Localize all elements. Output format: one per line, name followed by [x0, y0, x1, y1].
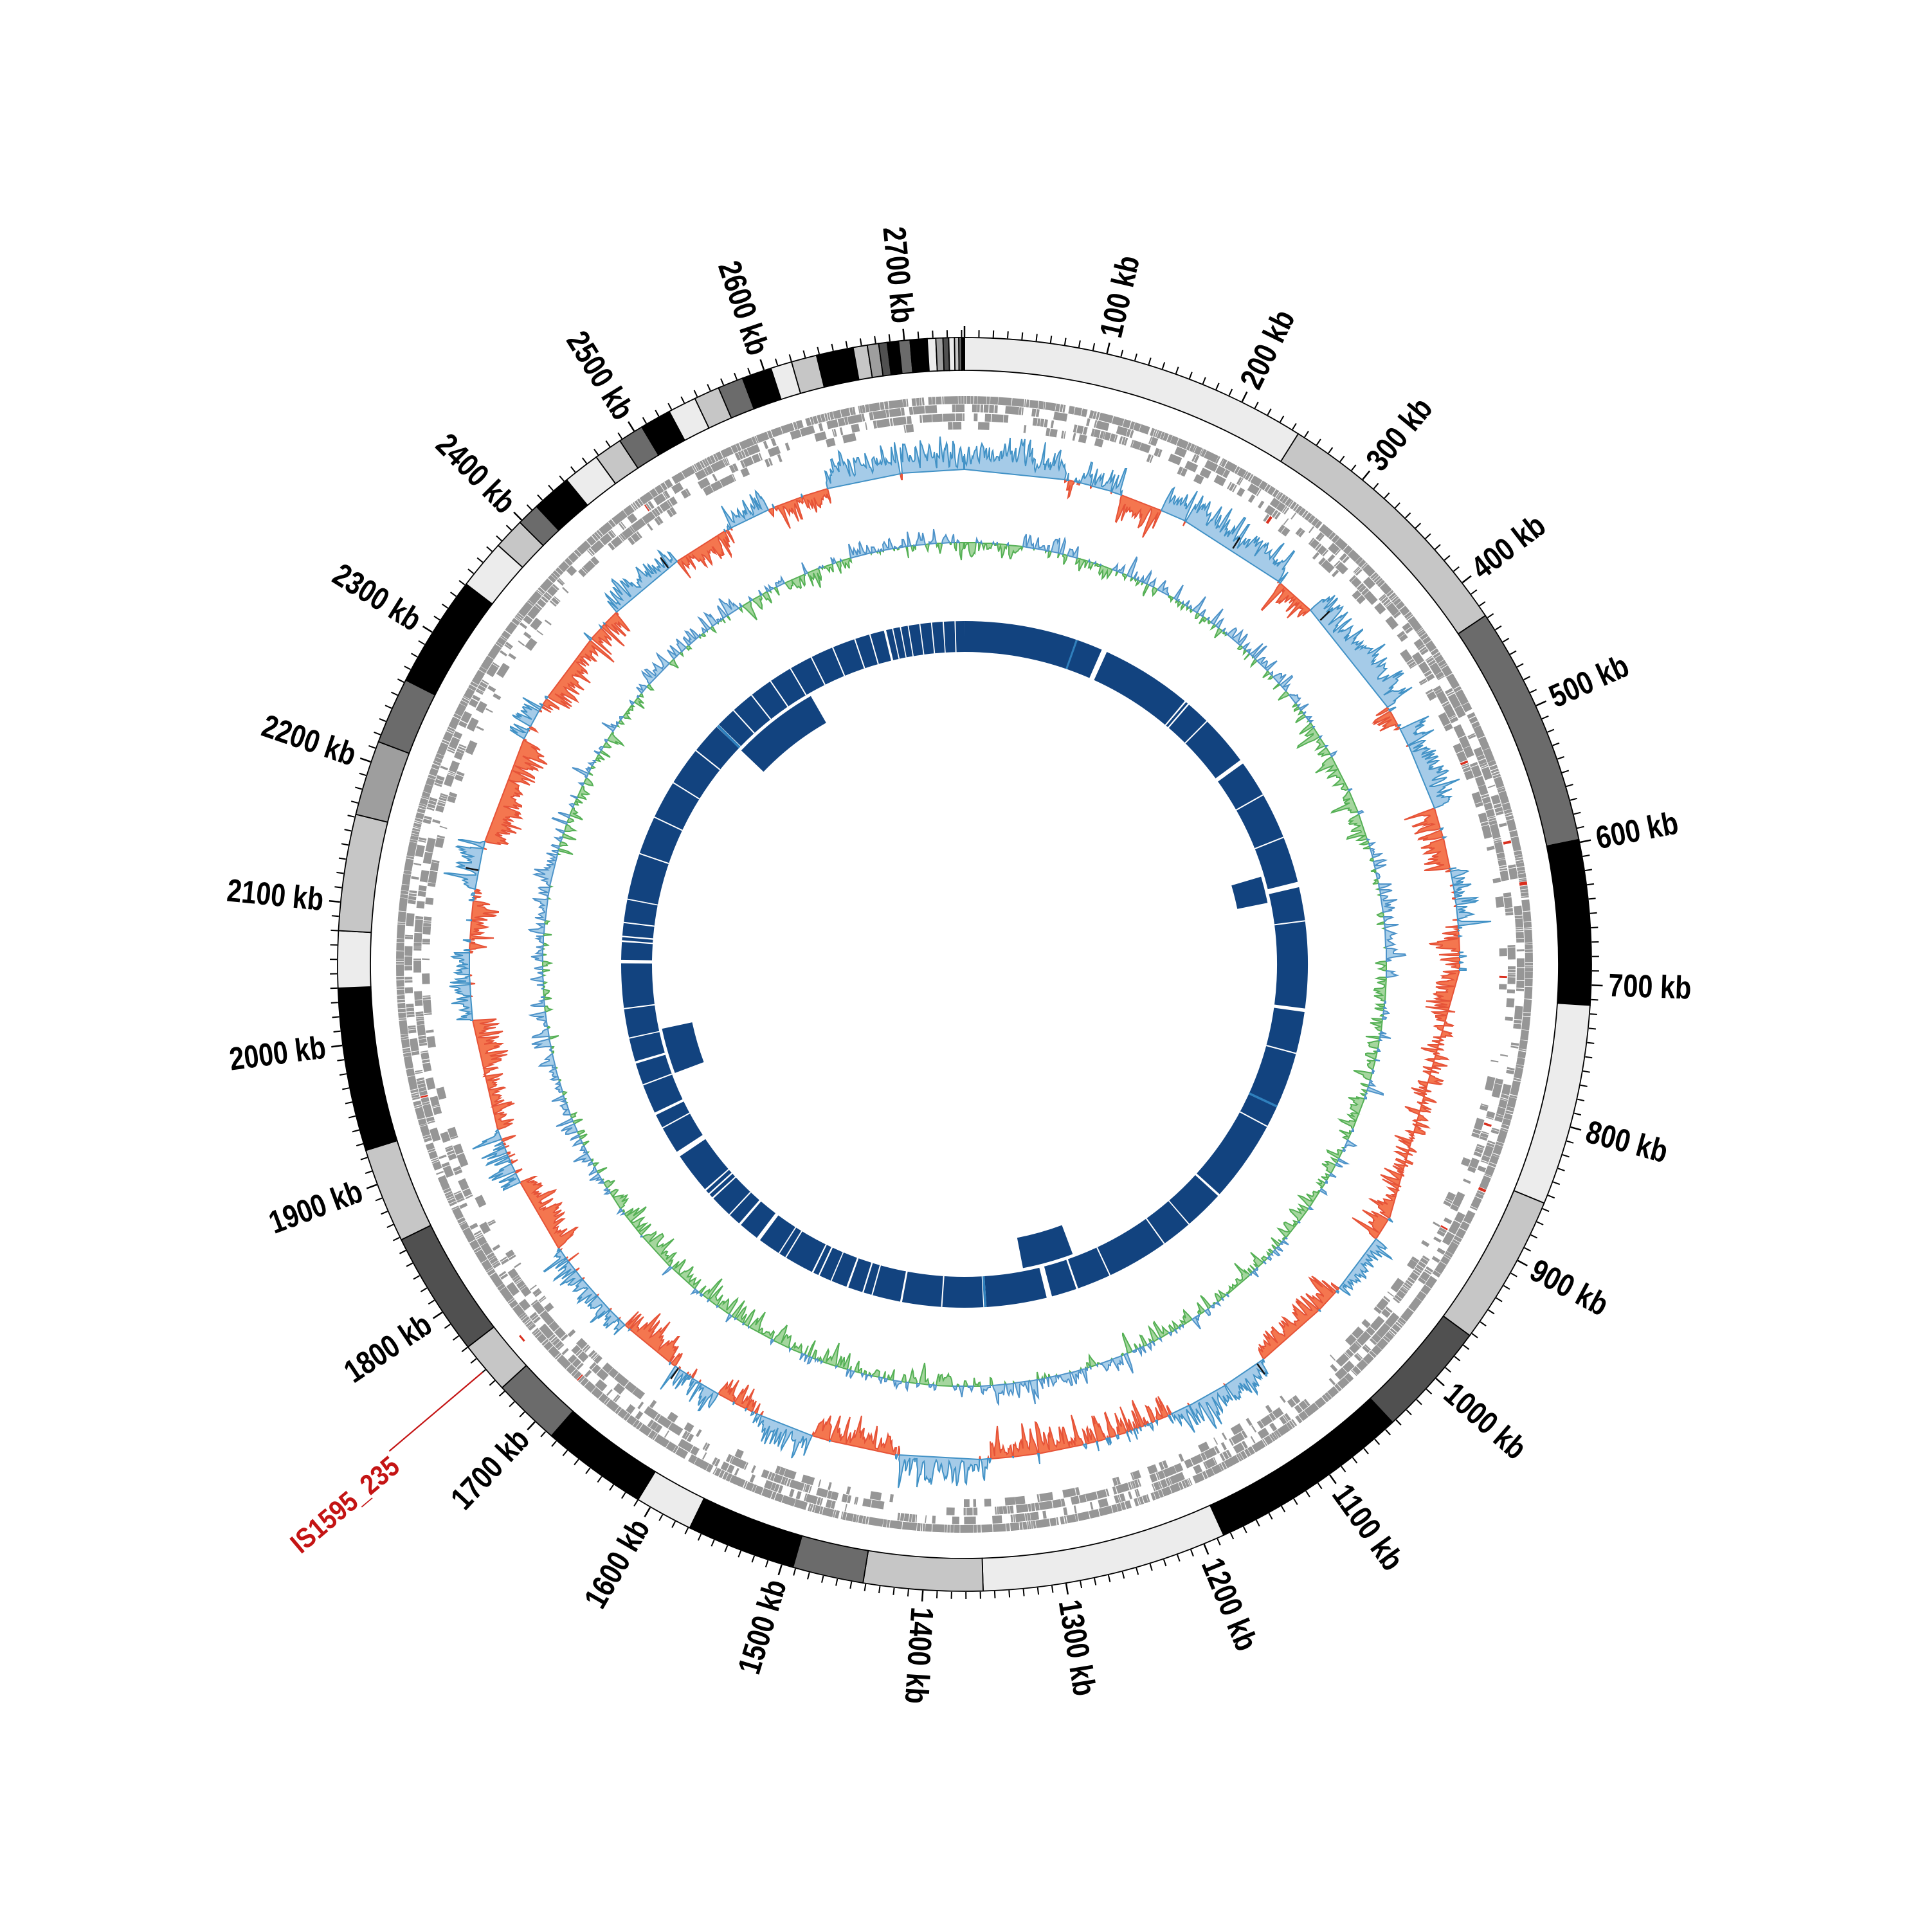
- svg-text:700 kb: 700 kb: [1608, 967, 1692, 1006]
- svg-text:1400 kb: 1400 kb: [898, 1606, 941, 1705]
